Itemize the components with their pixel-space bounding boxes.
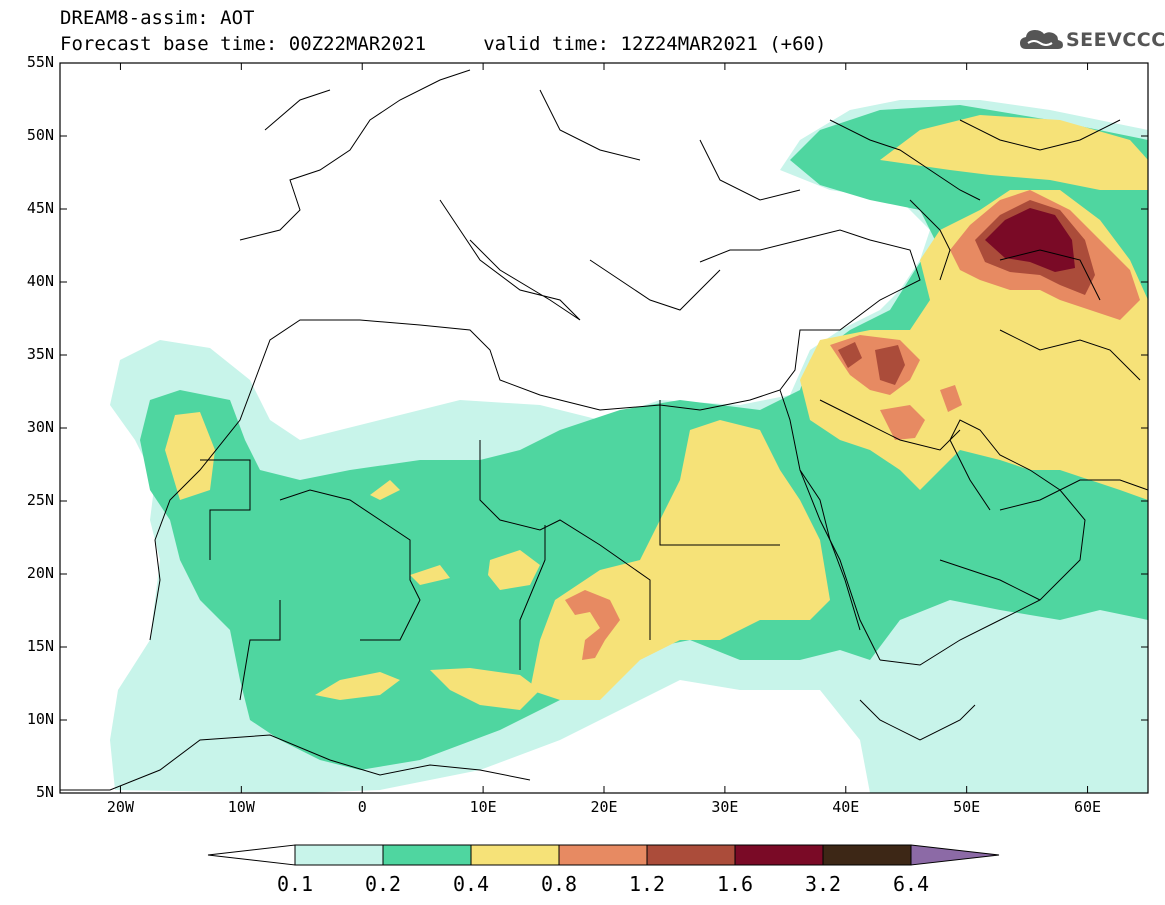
border — [999, 329, 1141, 381]
aot-contour-0.4 — [488, 550, 540, 590]
aot-contour-0.8 — [940, 385, 962, 412]
aot-contour-0.8 — [880, 405, 925, 440]
aot-contour-0.4 — [410, 565, 450, 585]
lon-tick-label: 0 — [357, 798, 367, 816]
coastline — [779, 389, 881, 661]
border — [279, 489, 421, 641]
colorbar-label: 1.2 — [628, 872, 666, 896]
lat-tick-label: 50N — [26, 126, 54, 144]
lat-tick-label: 30N — [26, 418, 54, 436]
aot-contour-0.4 — [430, 668, 540, 710]
lon-tick-label: 60E — [1074, 798, 1102, 816]
aot-contour-0.4 — [165, 412, 215, 500]
colorbar-segment — [734, 844, 824, 866]
aot-contour-0.2 — [140, 105, 1148, 770]
cloud-icon — [1020, 30, 1063, 49]
colorbar-label: 6.4 — [892, 872, 930, 896]
border — [659, 400, 780, 546]
border — [239, 600, 281, 701]
colorbar-label: 0.4 — [452, 872, 490, 896]
colorbar-label: 0.1 — [276, 872, 314, 896]
colorbar-segment — [558, 844, 648, 866]
border — [519, 525, 546, 670]
aot-contour-1.2 — [875, 345, 905, 385]
lat-tick-label: 40N — [26, 272, 54, 290]
border — [699, 139, 801, 201]
aot-contour-0.8 — [565, 590, 620, 660]
border — [479, 440, 651, 640]
colorbar-over-triangle — [910, 844, 1000, 866]
colorbar-segment — [646, 844, 736, 866]
coastline — [439, 199, 581, 321]
aot-contour-1.2 — [838, 342, 862, 368]
lat-tick-label: 15N — [26, 637, 54, 655]
colorbar-label: 1.6 — [716, 872, 754, 896]
border — [819, 399, 961, 451]
axis-ticks — [60, 62, 1148, 794]
coastline — [999, 479, 1148, 511]
aot-contour-0.4 — [315, 672, 400, 700]
colorbar-under-triangle — [207, 844, 296, 866]
colorbar-label: 0.2 — [364, 872, 402, 896]
lon-tick-label: 50E — [953, 798, 981, 816]
border — [200, 459, 251, 560]
coastline — [799, 469, 861, 631]
aot-contour-0.4 — [880, 115, 1148, 190]
border — [939, 559, 1041, 601]
seevccc-logo: SEEVCCC — [1018, 25, 1165, 55]
logo-text: SEEVCCC — [1066, 29, 1165, 51]
aot-contour-0.4 — [370, 480, 400, 500]
coastline — [909, 199, 951, 281]
lat-tick-label: 25N — [26, 491, 54, 509]
lon-tick-label: 40E — [832, 798, 860, 816]
lon-tick-label: 20E — [590, 798, 618, 816]
coastline — [859, 699, 976, 741]
coastlines-borders — [60, 69, 1148, 791]
lat-tick-label: 35N — [26, 345, 54, 363]
coastline — [239, 69, 471, 241]
border — [999, 249, 1101, 301]
colorbar-segment — [470, 844, 560, 866]
coastline — [60, 734, 531, 791]
lon-tick-label: 10E — [469, 798, 497, 816]
coastline — [589, 259, 721, 311]
lat-tick-label: 20N — [26, 564, 54, 582]
lon-tick-label: 30E — [711, 798, 739, 816]
coastline — [829, 119, 981, 201]
border — [539, 89, 641, 161]
colorbar-segment — [822, 844, 912, 866]
lat-tick-label: 55N — [26, 53, 54, 71]
lon-tick-label: 20W — [106, 798, 134, 816]
colorbar-label: 3.2 — [804, 872, 842, 896]
colorbar-label: 0.8 — [540, 872, 578, 896]
chart-title: DREAM8-assim: AOT — [60, 7, 255, 29]
lat-tick-label: 45N — [26, 199, 54, 217]
colorbar-segment — [294, 844, 384, 866]
border — [959, 119, 1121, 151]
coastline — [264, 89, 331, 131]
aot-contours — [110, 100, 1148, 793]
colorbar — [207, 844, 1000, 866]
coastline — [149, 229, 921, 641]
aot-contour-1.6 — [985, 208, 1075, 272]
forecast-time-subtitle: Forecast base time: 00Z22MAR2021 valid t… — [60, 33, 827, 55]
colorbar-segment — [382, 844, 472, 866]
lat-tick-label: 5N — [35, 783, 54, 801]
lon-tick-label: 10W — [227, 798, 255, 816]
lat-tick-label: 10N — [26, 710, 54, 728]
